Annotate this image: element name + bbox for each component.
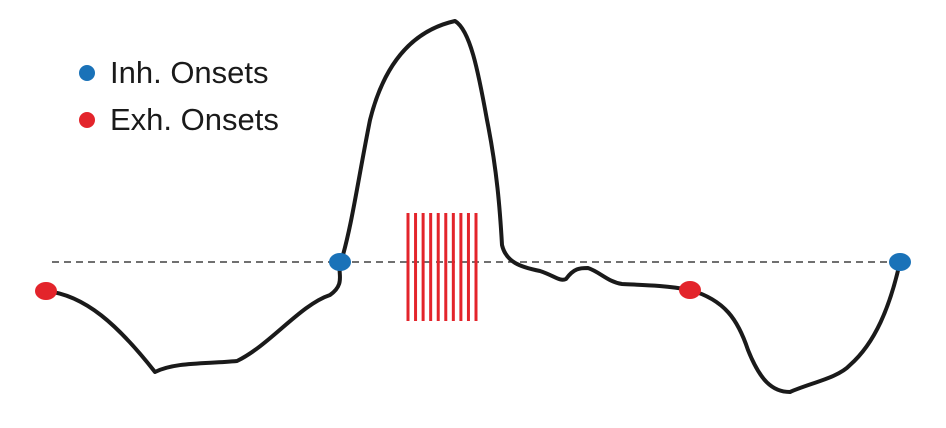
inhalation-legend-label: Inh. Onsets — [110, 55, 269, 90]
legend: Inh. Onsets Exh. Onsets — [79, 55, 279, 137]
exhalation-legend-marker — [79, 112, 95, 128]
exhalation-onset-marker — [35, 282, 57, 300]
exhalation-legend-label: Exh. Onsets — [110, 102, 279, 137]
inhalation-onset-marker — [889, 253, 911, 271]
inhalation-legend-marker — [79, 65, 95, 81]
exhalation-onset-marker — [679, 281, 701, 299]
onset-markers — [35, 253, 911, 300]
stimulus-bars — [406, 213, 478, 321]
inhalation-onset-marker — [329, 253, 351, 271]
legend-item-exhalation: Exh. Onsets — [79, 102, 279, 137]
legend-item-inhalation: Inh. Onsets — [79, 55, 269, 90]
breathing-trace — [44, 19, 902, 394]
